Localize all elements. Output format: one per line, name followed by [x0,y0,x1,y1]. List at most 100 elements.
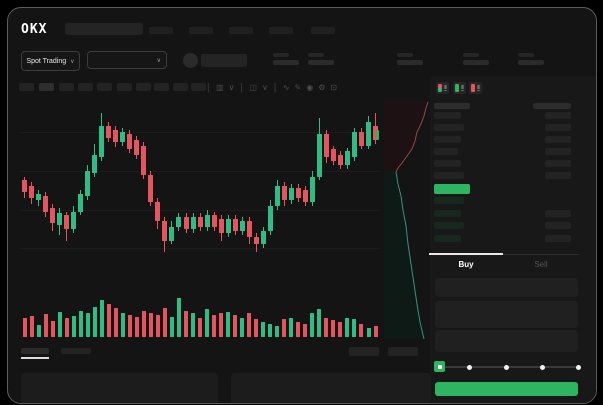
bottom-tab-2[interactable] [61,348,91,354]
stat-2-label [308,53,324,57]
orderbook-layout-toggle-2[interactable] [453,82,466,94]
ask-row-amount[interactable] [545,136,571,143]
okx-logo[interactable]: OKX [21,22,48,37]
candle [253,99,260,293]
candle [105,99,112,293]
nav-item-4[interactable] [269,27,293,34]
depth-chart [384,96,431,339]
ask-row-price[interactable] [434,172,464,179]
bid-row-price[interactable] [434,209,461,217]
toggle-color-icon [455,84,459,92]
order-form-field-1[interactable] [435,278,578,297]
chart-bottom-button-1[interactable] [349,347,379,356]
slider-stop-4[interactable] [575,364,581,370]
amount-slider-handle[interactable] [434,361,445,372]
candle [365,99,372,293]
ask-row-amount[interactable] [545,172,571,179]
chart-tool-icon-5[interactable]: ∨ [261,82,268,92]
candle-body [134,139,140,156]
timeframe-4[interactable] [78,83,93,91]
chart-tool-icon-9[interactable]: ◉ [306,82,314,92]
volume-bar [282,319,287,337]
bid-row-amount[interactable] [545,234,571,242]
candle [323,99,330,293]
timeframe-5[interactable] [97,83,112,91]
chart-tool-icon-1[interactable]: ▥ [216,82,224,92]
bid-row-amount[interactable] [545,209,571,217]
pair-dropdown[interactable]: ∨ [87,51,167,69]
toolbar-divider: │ [206,82,211,92]
candle-body [71,211,77,229]
bid-row-price[interactable] [434,234,461,242]
ask-row-price[interactable] [434,124,464,131]
chart-tool-icon-2[interactable]: ∨ [228,82,235,92]
market-type-dropdown[interactable]: Spot Trading ∨ [21,51,80,71]
candle-body [197,217,203,228]
ask-row-price[interactable] [434,148,458,155]
timeframe-3[interactable] [59,83,74,91]
orderbook-amount-header [533,103,571,109]
app-window: OKX Spot Trading ∨ ∨ │ ▥ ∨ │ ◫ ∨ │ ∿ ✎ ◉ ⚙ ⊡ [7,7,597,404]
timeframe-10[interactable] [191,83,206,91]
chart-tool-icon-4[interactable]: ◫ [249,82,257,92]
orderbook-layout-toggle-1[interactable] [436,82,449,94]
bottom-tab-1[interactable] [21,348,49,354]
tab-buy[interactable]: Buy [458,260,474,269]
bid-row-amount[interactable] [545,222,571,229]
candle [126,99,133,293]
chart-tool-icon-11[interactable]: ⊡ [330,82,338,92]
chart-tool-icon-7[interactable]: ∿ [282,82,290,92]
candle [246,99,253,293]
candle-body [309,176,315,202]
slider-stop-3[interactable] [539,364,545,370]
orderbook-layout-toggle-3[interactable] [469,82,482,94]
ask-row-price[interactable] [434,136,461,143]
orderbook-last-price[interactable] [434,184,470,194]
order-form-field-2[interactable] [435,301,578,328]
ask-row-amount[interactable] [545,148,571,155]
nav-item-1[interactable] [149,27,173,34]
candle [84,99,91,293]
order-form-field-3[interactable] [435,330,578,352]
volume-bar [106,304,111,337]
bid-row-price[interactable] [434,197,464,204]
timeframe-1[interactable] [19,83,34,91]
timeframe-9[interactable] [173,83,188,91]
candle-body [50,207,56,224]
toggle-top-half [455,84,459,88]
timeframe-7[interactable] [136,83,151,91]
ask-row-price[interactable] [434,160,461,167]
volume-bar [254,319,259,337]
gridline-4 [21,248,379,250]
bid-row-price[interactable] [434,222,464,229]
candle [70,99,77,293]
slider-stop-2[interactable] [503,364,509,370]
volume-bar [338,321,343,337]
candle [225,99,232,293]
timeframe-2[interactable] [39,83,54,91]
ask-row-amount[interactable] [545,124,571,131]
chart-tool-icon-8[interactable]: ✎ [294,82,302,92]
nav-item-5[interactable] [311,27,335,34]
buy-button[interactable] [435,382,578,396]
volume-bar [148,312,153,337]
search-input[interactable] [65,23,143,35]
nav-item-3[interactable] [229,27,253,34]
timeframe-8[interactable] [154,83,169,91]
chart-tool-icon-10[interactable]: ⚙ [318,82,326,92]
chart-bottom-button-2[interactable] [388,347,418,356]
slider-stop-1[interactable] [466,364,472,370]
depth-bid-area [384,172,424,339]
candle [316,99,323,293]
nav-item-2[interactable] [189,27,213,34]
ask-row-price[interactable] [434,112,461,119]
candle-body [239,221,245,231]
candlestick-chart[interactable] [21,99,379,293]
ask-row-amount[interactable] [545,160,571,167]
candle [21,99,28,293]
volume-bar [352,319,357,337]
ask-row-amount[interactable] [545,112,571,119]
tab-sell[interactable]: Sell [534,260,548,269]
stat-1-value [273,60,299,65]
timeframe-6[interactable] [117,83,132,91]
